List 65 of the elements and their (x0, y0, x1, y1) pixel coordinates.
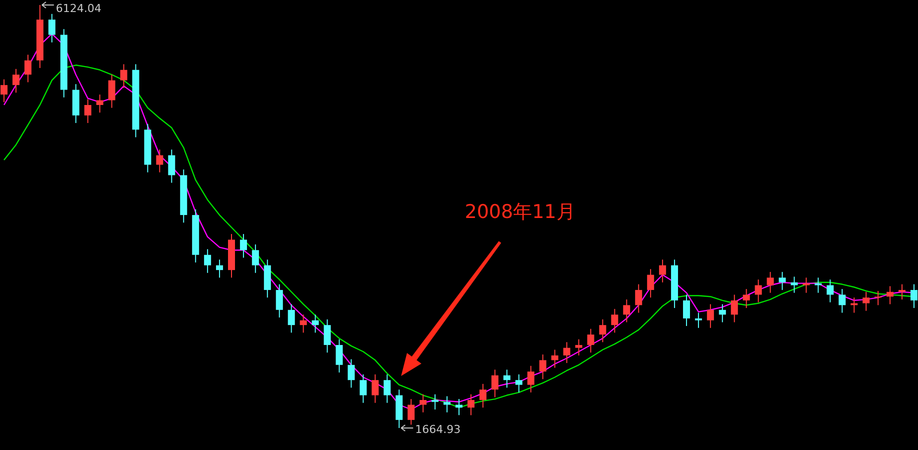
candlestick (706, 304, 714, 328)
candlestick (408, 398, 415, 426)
candlestick (754, 279, 762, 303)
candlestick (156, 149, 164, 173)
candlestick (647, 268, 654, 298)
candlestick (635, 284, 642, 314)
annotation: 1664.93 (415, 423, 461, 436)
candlestick (838, 288, 846, 314)
annotation: 6124.04 (56, 2, 102, 15)
candlestick (12, 68, 20, 94)
candlestick (898, 284, 906, 300)
candlestick (300, 314, 307, 334)
candlestick (84, 98, 92, 124)
candlestick (850, 297, 858, 314)
candlestick (527, 365, 534, 393)
candlestick (372, 374, 379, 404)
candlestick (96, 94, 104, 114)
candlestick (862, 291, 870, 312)
candlestick (48, 13, 56, 43)
candlestick (0, 78, 8, 103)
candlestick (336, 338, 343, 373)
candlestick (360, 374, 367, 404)
candlestick (108, 74, 116, 108)
candlestick (216, 259, 224, 278)
candlestick (24, 54, 32, 83)
candlestick (718, 304, 726, 323)
candlestick (659, 259, 666, 283)
candlestick (479, 383, 486, 408)
candlestick (467, 394, 474, 416)
candlestick (515, 374, 522, 393)
candlestick (623, 298, 630, 323)
candlestick (539, 354, 546, 380)
candlestick (826, 279, 834, 303)
candlestick (168, 149, 176, 184)
candlestick (120, 64, 128, 88)
candlestick (324, 318, 331, 354)
candlestick (683, 294, 690, 327)
candlestick (611, 308, 618, 334)
candlestick (886, 286, 894, 305)
candlestick (503, 369, 510, 388)
candlestick (599, 318, 606, 343)
candlestick (766, 271, 774, 294)
candlestick (730, 294, 738, 323)
candlestick (240, 234, 247, 258)
candlestick (563, 342, 570, 364)
candlestick (910, 284, 918, 308)
candlestick (575, 338, 582, 356)
candlestick (420, 394, 427, 413)
candlestick (587, 328, 594, 354)
candlestick (348, 358, 355, 388)
annotation: 2008年11月 (464, 201, 576, 223)
candlestick (288, 304, 295, 334)
candlestick (874, 290, 882, 306)
candlestick (312, 314, 319, 334)
candlestick (742, 288, 750, 308)
candlestick (444, 396, 451, 413)
candlestick (276, 284, 283, 318)
candlestick (384, 374, 391, 404)
candlestick (778, 271, 786, 290)
candlestick (551, 349, 558, 368)
candlestick (252, 244, 259, 274)
candlestick (432, 394, 439, 410)
candlestick (491, 369, 498, 398)
candlestick (694, 312, 702, 328)
candlestick (204, 248, 212, 274)
